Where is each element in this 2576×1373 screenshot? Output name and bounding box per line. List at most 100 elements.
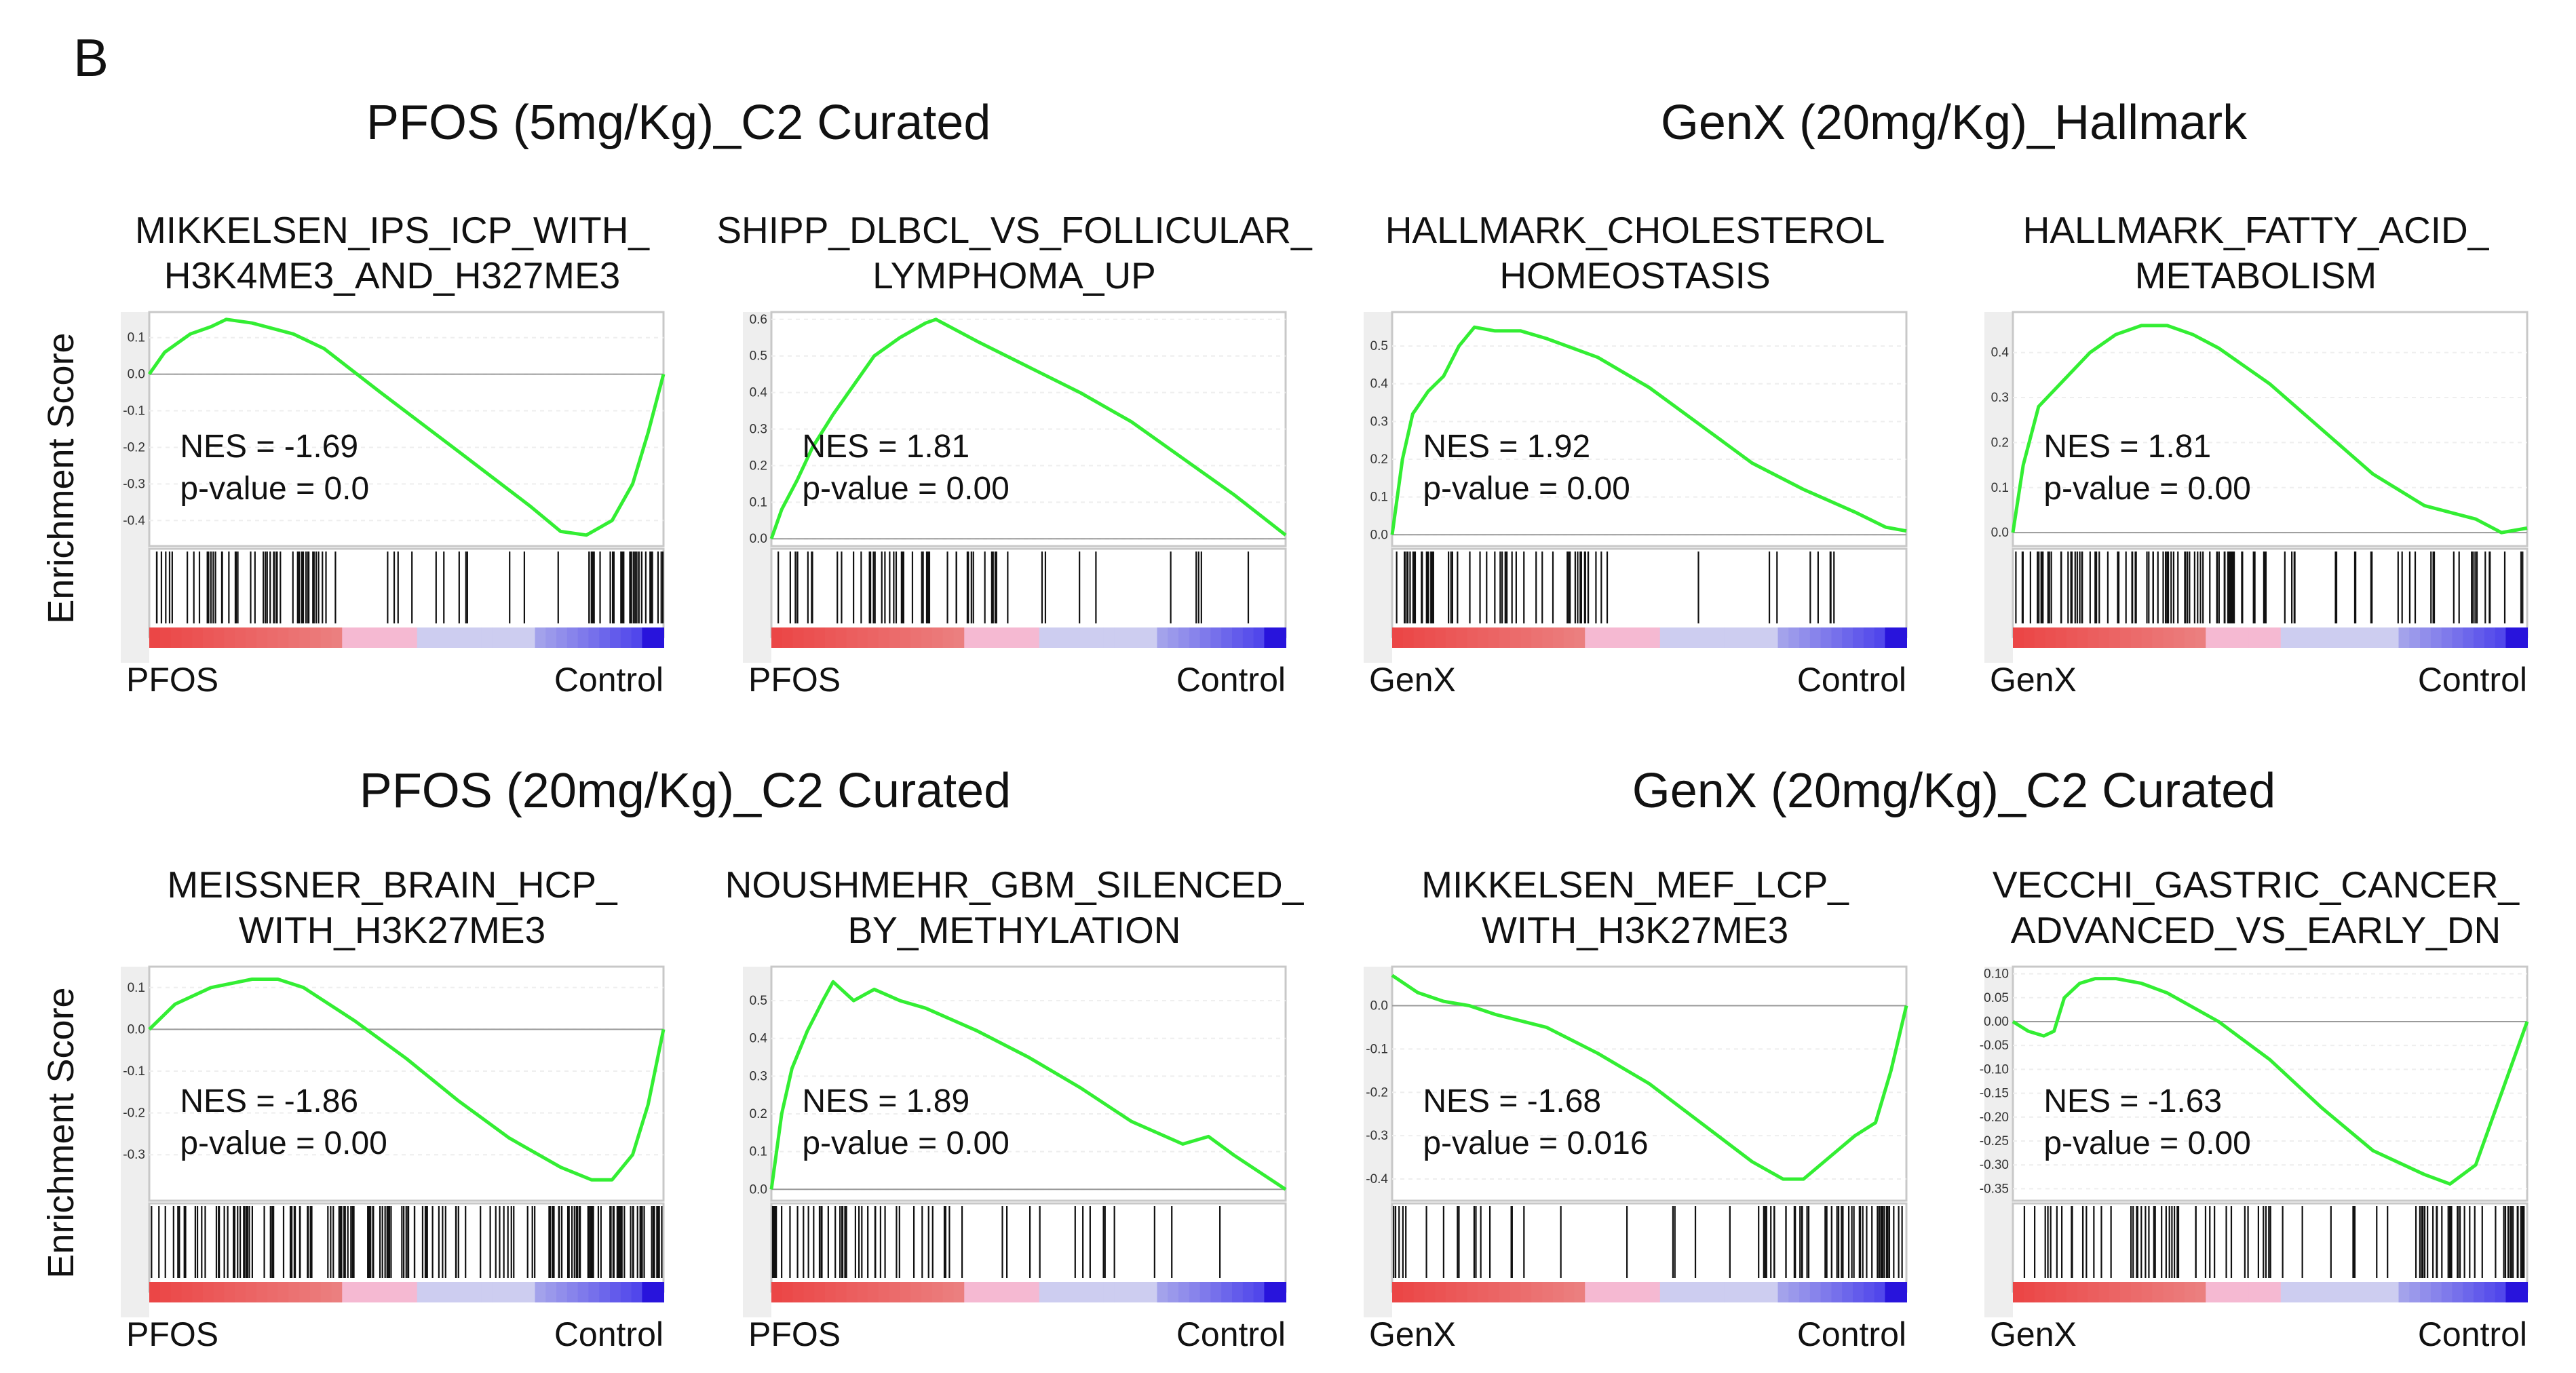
ranked-list-gradient-segment xyxy=(1402,1282,1415,1302)
ranked-list-gradient-segment xyxy=(577,627,590,648)
ranked-list-gradient-segment xyxy=(2516,1282,2528,1302)
ranked-list-gradient-segment xyxy=(524,1282,536,1302)
ranked-list-gradient-segment xyxy=(2377,627,2389,648)
ranked-list-gradient-segment xyxy=(1574,627,1586,648)
ranked-list-gradient-segment xyxy=(1232,627,1244,648)
ranked-list-gradient-segment xyxy=(953,627,965,648)
x-label-right: Control xyxy=(554,661,664,699)
ranked-list-gradient-segment xyxy=(224,627,236,648)
ranked-list-gradient-segment xyxy=(2345,1282,2357,1302)
nes-label: NES = -1.69 xyxy=(180,429,358,465)
ranked-list-gradient-segment xyxy=(417,627,429,648)
ranked-list-gradient-segment xyxy=(824,627,837,648)
ranked-list-gradient-segment xyxy=(1735,1282,1747,1302)
nes-label: NES = 1.92 xyxy=(1423,429,1590,465)
gene-set-title-line-2: METABOLISM xyxy=(2135,254,2377,296)
y-tick-label: 0.1 xyxy=(1370,490,1388,505)
ranked-list-gradient-segment xyxy=(2387,627,2400,648)
ranked-list-gradient-segment xyxy=(1896,627,1907,648)
y-tick-label: 0.0 xyxy=(750,1182,767,1197)
ranked-list-gradient-segment xyxy=(1029,627,1040,648)
x-label-left: GenX xyxy=(1990,1315,2077,1353)
y-tick-label: -0.10 xyxy=(1980,1062,2009,1077)
ranked-list-gradient-segment xyxy=(1146,1282,1158,1302)
x-label-left: GenX xyxy=(1369,1315,1456,1353)
pvalue-label: p-value = 0.0 xyxy=(180,471,369,507)
ranked-list-gradient-segment xyxy=(1649,1282,1661,1302)
ranked-list-gradient-segment xyxy=(1510,1282,1522,1302)
ranked-list-gradient-segment xyxy=(1724,627,1736,648)
ranked-list-gradient-segment xyxy=(1178,627,1190,648)
y-tick-label: 0.0 xyxy=(1370,999,1388,1013)
ranked-list-gradient-segment xyxy=(2088,627,2100,648)
ranked-list-gradient-segment xyxy=(1189,627,1201,648)
ranked-list-gradient-segment xyxy=(2195,627,2207,648)
gene-set-title-line-2: WITH_H3K27ME3 xyxy=(239,909,545,951)
y-tick-label: 0.2 xyxy=(750,1107,767,1121)
ranked-list-gradient-segment xyxy=(985,627,997,648)
ranked-list-gradient-segment xyxy=(1799,627,1811,648)
ranked-list-gradient-segment xyxy=(868,627,879,648)
ranked-list-gradient-segment xyxy=(1092,1282,1104,1302)
ranked-list-gradient-segment xyxy=(2366,1282,2378,1302)
ranked-list-gradient-segment xyxy=(964,627,976,648)
y-tick-label: 0.5 xyxy=(1370,339,1388,353)
ranked-list-gradient-segment xyxy=(235,627,247,648)
ranked-list-gradient-segment xyxy=(910,1282,923,1302)
ranked-list-gradient-segment xyxy=(2248,1282,2261,1302)
ranked-list-gradient-segment xyxy=(1649,627,1661,648)
ranked-list-gradient-segment xyxy=(1071,1282,1083,1302)
ranked-list-gradient-segment xyxy=(331,1282,343,1302)
ranked-list-gradient-segment xyxy=(277,1282,290,1302)
ranked-list-gradient-segment xyxy=(288,1282,301,1302)
ranked-list-gradient-segment xyxy=(320,627,332,648)
ranked-list-gradient-segment xyxy=(149,627,161,648)
ranked-list-gradient-segment xyxy=(1402,627,1415,648)
x-label-right: Control xyxy=(1176,661,1286,699)
ranked-list-gradient-segment xyxy=(1199,627,1212,648)
ranked-list-gradient-segment xyxy=(642,1282,654,1302)
ranked-list-gradient-segment xyxy=(653,1282,664,1302)
ranked-list-gradient-segment xyxy=(782,1282,794,1302)
ranked-list-gradient-segment xyxy=(2056,627,2067,648)
gene-set-title-line-1: VECCHI_GASTRIC_CANCER_ xyxy=(1993,864,2520,906)
ranked-list-gradient-segment xyxy=(1606,1282,1618,1302)
ranked-list-gradient-segment xyxy=(545,627,558,648)
hit-strip-frame xyxy=(1391,1202,1908,1293)
ranked-list-gradient-segment xyxy=(1018,627,1029,648)
ranked-list-gradient-segment xyxy=(2516,627,2528,648)
ranked-list-gradient-segment xyxy=(996,1282,1008,1302)
axis-gutter xyxy=(121,967,149,1317)
ranked-list-gradient-segment xyxy=(170,1282,182,1302)
y-tick-label: 0.3 xyxy=(1991,391,2009,405)
ranked-list-gradient-segment xyxy=(2505,1282,2518,1302)
ranked-list-gradient-segment xyxy=(2045,1282,2057,1302)
ranked-list-gradient-segment xyxy=(1563,1282,1575,1302)
ranked-list-gradient-segment xyxy=(1467,1282,1479,1302)
ranked-list-gradient-segment xyxy=(224,1282,236,1302)
enrichment-curve xyxy=(147,317,666,537)
y-tick-label: -0.1 xyxy=(123,1064,145,1079)
ranked-list-gradient-segment xyxy=(1210,627,1223,648)
ranked-list-gradient-segment xyxy=(438,627,450,648)
ranked-list-gradient-segment xyxy=(2409,1282,2421,1302)
ranked-list-gradient-segment xyxy=(396,1282,407,1302)
ranked-list-gradient-segment xyxy=(1746,1282,1757,1302)
ranked-list-gradient-segment xyxy=(1767,1282,1779,1302)
ranked-list-gradient-segment xyxy=(1574,1282,1586,1302)
ranked-list-gradient-segment xyxy=(202,1282,214,1302)
ranked-list-gradient-segment xyxy=(1896,1282,1907,1302)
ranked-list-gradient-segment xyxy=(1050,627,1062,648)
gene-set-title-line-2: WITH_H3K27ME3 xyxy=(1482,909,1788,951)
ranked-list-gradient-segment xyxy=(2163,627,2174,648)
ranked-list-gradient-segment xyxy=(1585,627,1597,648)
pvalue-label: p-value = 0.00 xyxy=(2043,1125,2251,1161)
ranked-list-gradient-segment xyxy=(2441,627,2453,648)
gene-set-title-line-1: HALLMARK_CHOLESTEROL xyxy=(1385,209,1885,251)
ranked-list-gradient-segment xyxy=(1756,1282,1768,1302)
ranked-list-gradient-segment xyxy=(2195,1282,2207,1302)
ranked-list-gradient-segment xyxy=(1071,627,1083,648)
ranked-list-gradient-segment xyxy=(1125,627,1136,648)
y-tick-label: -0.30 xyxy=(1980,1158,2009,1172)
